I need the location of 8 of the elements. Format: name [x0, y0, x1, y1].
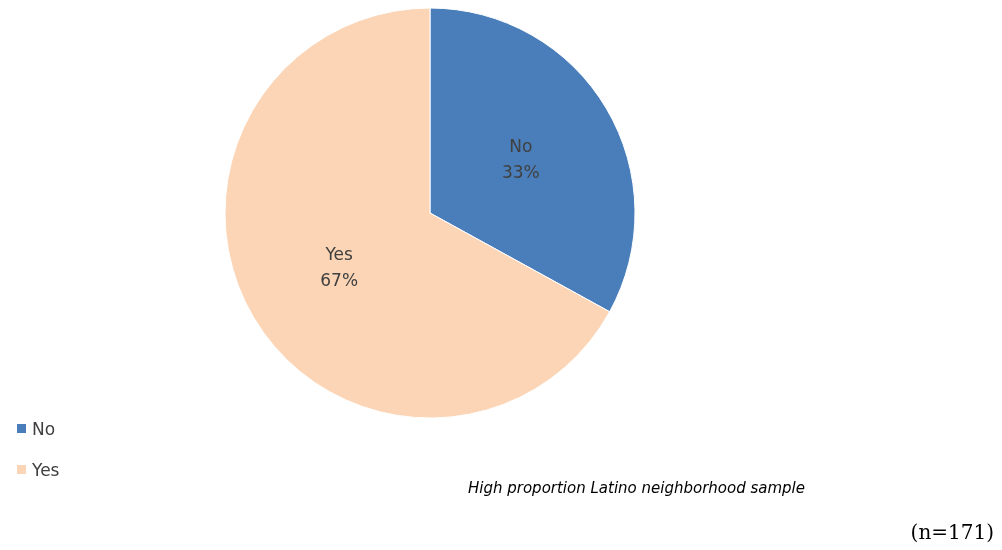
legend-label: Yes: [31, 459, 60, 480]
text: High proportion Latino neighborhood sample: [468, 478, 806, 497]
slice-label: No: [509, 136, 533, 157]
slice-label: Yes: [324, 243, 354, 264]
legend-label: No: [32, 418, 56, 439]
text: (n=171): [910, 520, 994, 544]
data-label: 67%: [320, 269, 359, 290]
data-label: 33%: [501, 162, 540, 183]
